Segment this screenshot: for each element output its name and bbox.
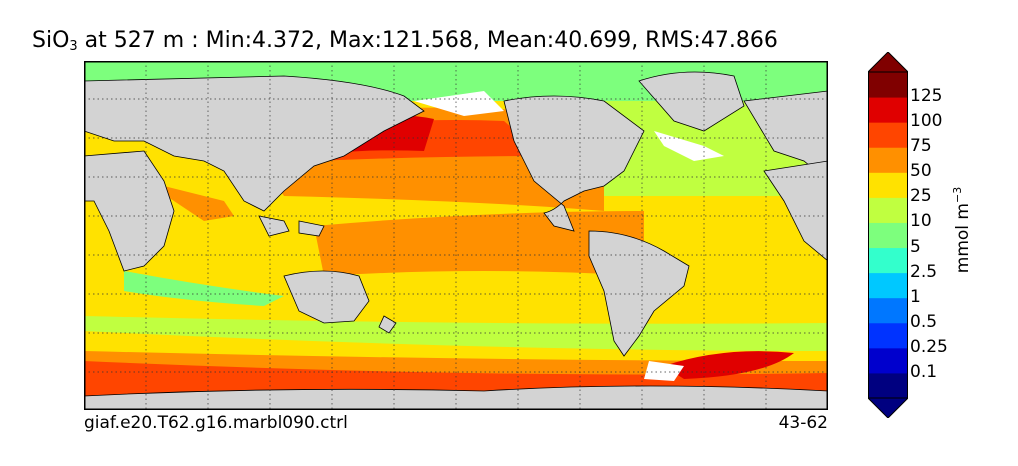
colorbar-segment [868, 247, 908, 274]
colorbar-segment [868, 72, 908, 98]
colorbar-tick-label: 10 [910, 211, 932, 232]
colorbar-tick-label: 125 [910, 86, 943, 107]
colorbar-tick-label: 5 [910, 236, 921, 257]
colorbar [868, 52, 908, 418]
ocean-map [84, 61, 828, 410]
plot-title: SiO3 at 527 m : Min:4.372, Max:121.568, … [32, 28, 778, 54]
map-frame [84, 61, 828, 410]
colorbar-tick-label: 100 [910, 111, 943, 132]
colorbar-segment [868, 372, 908, 399]
colorbar-segment [868, 297, 908, 324]
colorbar-units: mmol m−3 [951, 186, 973, 274]
colorbar-segment [868, 172, 908, 198]
colorbar-segment [868, 147, 908, 173]
colorbar-tick-label: 0.25 [910, 336, 948, 357]
colorbar-segment [868, 97, 908, 123]
colorbar-segment [868, 322, 908, 349]
colorbar-tick-label: 0.1 [910, 361, 938, 382]
colorbar-tick-label: 25 [910, 186, 932, 207]
case-name: giaf.e20.T62.g16.marbl090.ctrl [84, 413, 348, 433]
colorbar-extend-low [868, 397, 908, 418]
year-range: 43-62 [778, 413, 828, 433]
colorbar-tick-label: 75 [910, 136, 932, 157]
land-masses [84, 71, 828, 410]
colorbar-segment [868, 197, 908, 223]
colorbar-segment [868, 272, 908, 299]
colorbar-tick-label: 2.5 [910, 261, 938, 282]
colorbar-extend-high [868, 52, 908, 73]
colorbar-tick-label: 0.5 [910, 311, 938, 332]
colorbar-tick-label: 50 [910, 161, 932, 182]
colorbar-segment [868, 122, 908, 148]
sea-ice-missing [414, 91, 724, 381]
colorbar-segment [868, 347, 908, 374]
colorbar-segment [868, 222, 908, 249]
colorbar-tick-label: 1 [910, 286, 921, 307]
